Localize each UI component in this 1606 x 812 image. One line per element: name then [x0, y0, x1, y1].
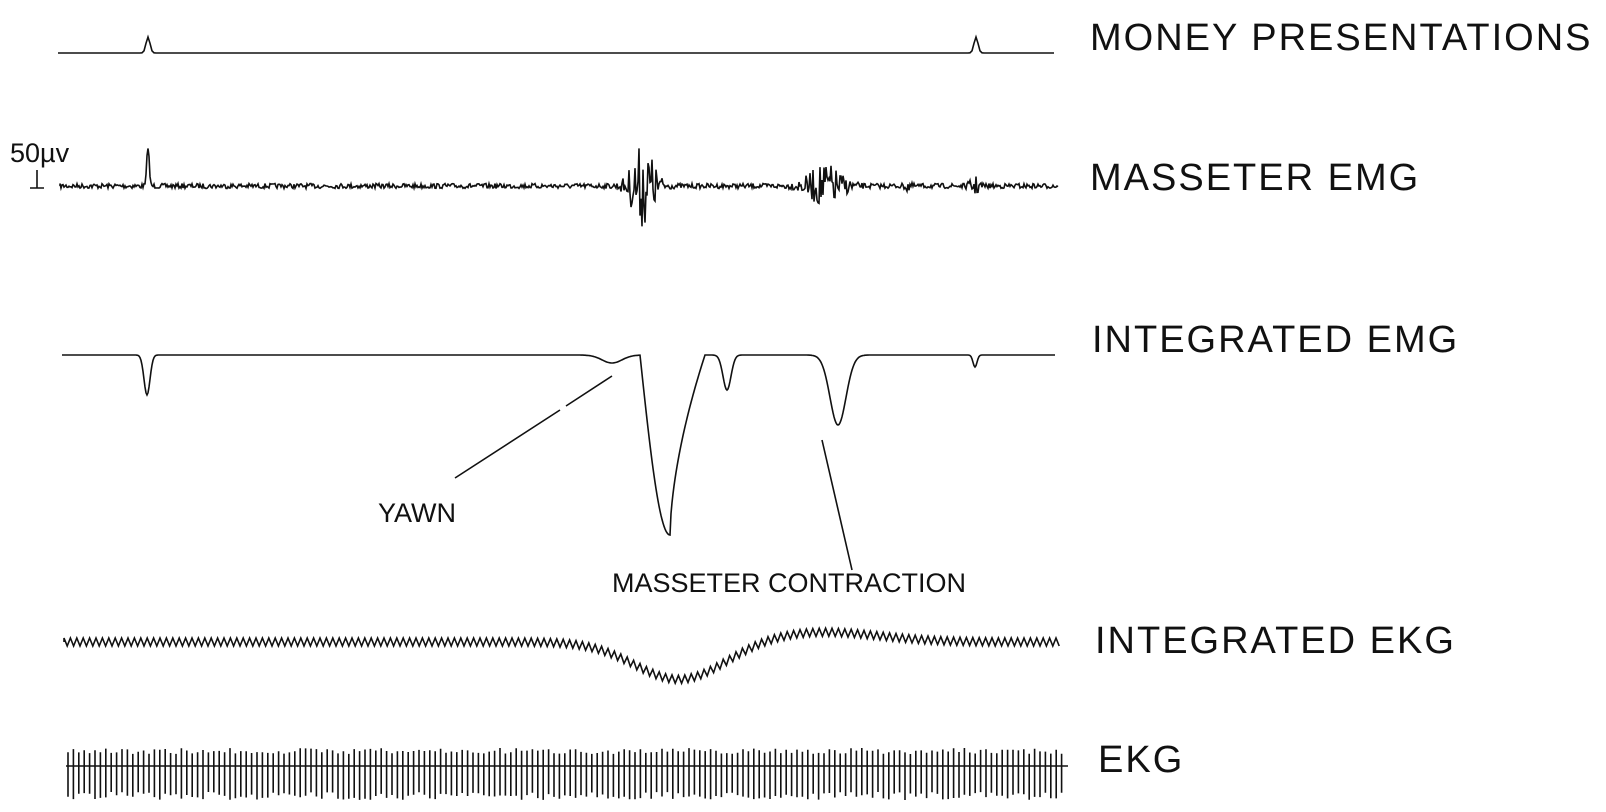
money-trace	[58, 34, 1054, 54]
scale-bar	[30, 170, 44, 189]
trace-label: INTEGRATED EKG	[1095, 620, 1456, 662]
trace-label: EKG	[1098, 739, 1184, 781]
ekg-trace	[66, 748, 1068, 800]
annotation: MASSETER CONTRACTION	[612, 568, 966, 598]
annotation: YAWN	[378, 498, 456, 528]
trace-label: INTEGRATED EMG	[1092, 319, 1459, 361]
emg-trace	[59, 148, 1059, 227]
trace-label: MONEY PRESENTATIONS	[1090, 17, 1593, 59]
annotation-line	[454, 375, 613, 479]
integrated-ekg-trace	[63, 626, 1060, 686]
trace-label: MASSETER EMG	[1090, 157, 1420, 199]
scale-label: 50µv	[10, 138, 70, 168]
annotation-line	[821, 439, 853, 571]
integrated-emg-trace	[62, 354, 1055, 536]
